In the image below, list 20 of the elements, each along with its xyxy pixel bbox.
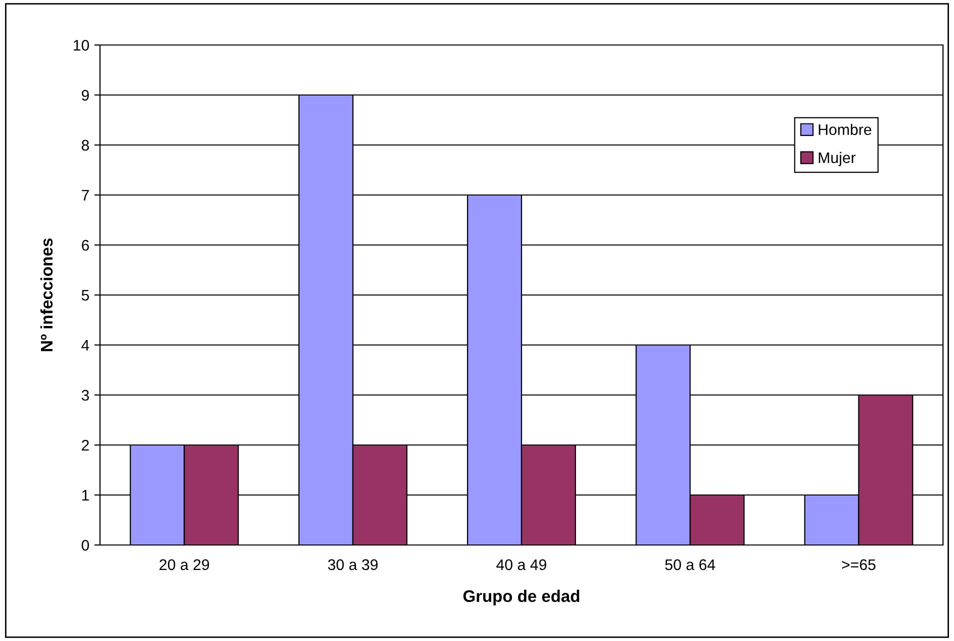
y-tick-label: 3: [82, 390, 89, 401]
x-tick-label: 30 a 39: [328, 559, 378, 570]
y-tick-label: 8: [82, 140, 89, 151]
y-tick-label: 6: [82, 240, 89, 251]
y-tick-label: 7: [82, 190, 89, 201]
x-tick-label: 20 a 29: [160, 559, 210, 570]
y-tick-label: 0: [82, 540, 89, 551]
y-axis-title: Nº infecciones: [40, 238, 53, 352]
y-tick-label: 5: [82, 290, 89, 301]
x-axis-title: Grupo de edad: [463, 590, 580, 606]
y-tick-label: 2: [82, 440, 89, 451]
y-tick-label: 4: [81, 340, 90, 351]
y-tick-label: 9: [82, 90, 89, 101]
x-tick-label: 50 a 64: [665, 559, 716, 570]
y-tick-label: 1: [82, 490, 89, 501]
y-tick-label: 10: [74, 40, 89, 51]
legend-label: Mujer: [818, 152, 856, 166]
x-tick-label: 40 a 49: [496, 559, 546, 570]
legend-label: Hombre: [818, 124, 872, 136]
x-tick-label: >=65: [842, 559, 876, 570]
